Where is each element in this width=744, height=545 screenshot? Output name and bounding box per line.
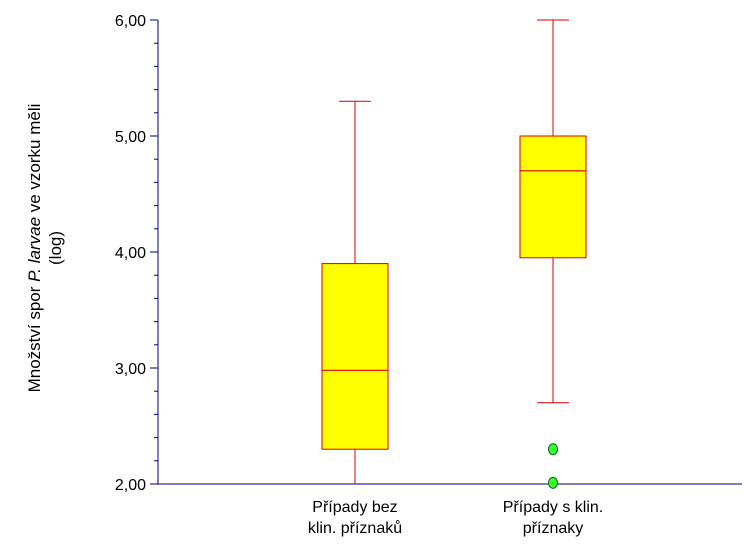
outlier-point xyxy=(548,443,558,456)
category-label-line: Případy s klin. xyxy=(503,499,603,516)
y-tick-label: 4,00 xyxy=(115,245,146,262)
y-tick-label: 2,00 xyxy=(115,477,146,494)
box-group-2 xyxy=(519,19,587,489)
outlier-point xyxy=(548,476,558,489)
y-tick-label: 3,00 xyxy=(115,361,146,378)
category-label-line: příznaky xyxy=(523,520,583,537)
boxes xyxy=(321,19,587,489)
y-tick-label: 5,00 xyxy=(115,129,146,146)
y-axis-label-line1: Množství spor P. larvae ve vzorku mĕli xyxy=(25,104,44,393)
category-label-line: Případy bez xyxy=(312,499,397,516)
axes: 2,00 3,00 4,00 5,00 6,00 xyxy=(115,13,742,494)
y-axis-label-line2: (log) xyxy=(46,231,65,265)
box-iqr xyxy=(519,135,587,259)
box-group-1 xyxy=(321,100,389,484)
y-axis-label: Množství spor P. larvae ve vzorku mĕli (… xyxy=(25,104,65,393)
box-iqr xyxy=(321,263,389,450)
category-labels: Případy bez klin. příznaků Případy s klin.… xyxy=(308,499,603,537)
y-tick-label: 6,00 xyxy=(115,13,146,30)
category-label-line: klin. příznaků xyxy=(308,519,402,537)
